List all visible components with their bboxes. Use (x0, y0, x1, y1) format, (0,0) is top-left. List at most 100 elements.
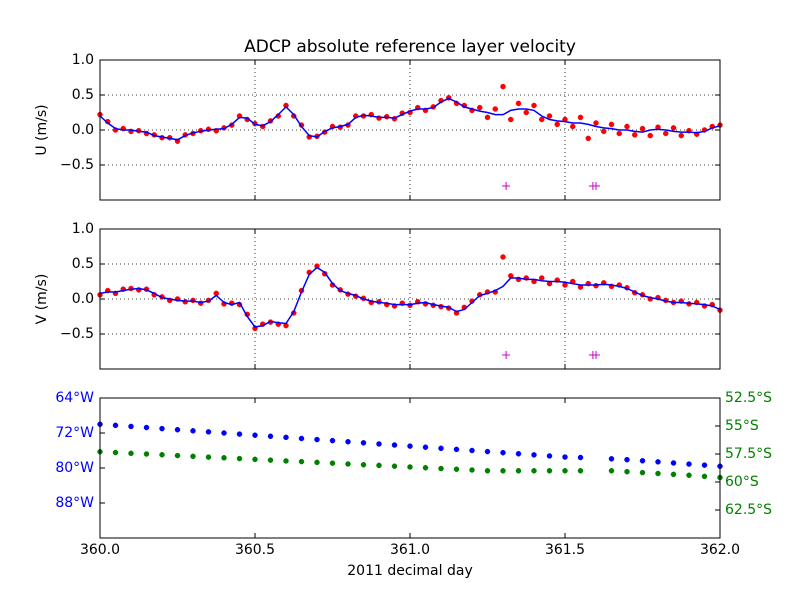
y-tick-label: 0.5 (72, 87, 94, 103)
data-point (422, 465, 429, 471)
data-point (159, 452, 165, 458)
data-point (624, 468, 630, 475)
series-line (99, 97, 721, 141)
data-point (670, 471, 677, 478)
y-tick-label: 88°W (55, 495, 94, 511)
data-point (174, 426, 181, 433)
x-tick-label: 360.5 (235, 542, 275, 558)
data-point (221, 455, 227, 461)
data-point (360, 462, 367, 468)
data-point (639, 458, 646, 464)
y-tick-label: 1.0 (72, 52, 94, 68)
data-point (531, 102, 537, 109)
data-point (500, 449, 506, 456)
data-point (577, 454, 584, 461)
data-point (469, 467, 475, 473)
x-tick-label: 361.0 (390, 542, 430, 558)
y2-tick-label: 57.5°S (725, 446, 772, 462)
data-point (112, 422, 119, 429)
data-point (236, 431, 243, 437)
data-point (376, 462, 382, 469)
y-tick-label: −0.5 (60, 157, 94, 173)
data-point (252, 456, 258, 463)
data-point (608, 468, 615, 474)
y-tick-label: 0.5 (72, 256, 94, 272)
data-point (453, 446, 460, 453)
data-point (686, 461, 692, 467)
data-point (112, 449, 119, 456)
plus-marker (592, 351, 600, 359)
data-point (391, 442, 398, 448)
data-point (639, 125, 646, 132)
data-point (298, 458, 305, 465)
data-point (570, 123, 576, 130)
data-point (477, 104, 483, 111)
data-point (422, 444, 429, 450)
data-point (701, 462, 708, 468)
data-point (283, 434, 289, 441)
data-point (678, 132, 684, 139)
data-point (531, 452, 537, 458)
data-point (283, 458, 289, 464)
data-point (593, 120, 599, 126)
data-point (236, 455, 243, 462)
data-point (174, 452, 181, 459)
data-point (438, 445, 444, 452)
axes-frame (99, 59, 721, 201)
data-point (601, 128, 607, 135)
data-point (205, 429, 212, 435)
data-point (484, 468, 491, 474)
data-point (438, 465, 444, 472)
data-point (314, 263, 320, 269)
data-point (655, 470, 661, 477)
data-point (484, 114, 491, 121)
data-point (143, 451, 150, 457)
data-point (577, 468, 584, 474)
data-point (632, 132, 638, 138)
plus-marker (502, 351, 511, 359)
x-tick-label: 361.5 (545, 542, 585, 558)
data-point (469, 447, 475, 454)
data-point (608, 121, 615, 128)
y2-tick-label: 52.5°S (725, 390, 772, 406)
data-point (624, 123, 630, 130)
data-point (546, 113, 553, 119)
data-point (345, 439, 351, 445)
y-tick-label: −0.5 (60, 326, 94, 342)
data-point (663, 130, 669, 137)
data-point (562, 468, 568, 474)
data-point (515, 468, 522, 474)
data-point (252, 432, 258, 438)
data-point (670, 460, 677, 466)
data-point (376, 441, 382, 447)
data-point (345, 461, 351, 467)
y-tick-label: 64°W (55, 390, 94, 406)
data-point (329, 437, 336, 444)
chart-title: ADCP absolute reference layer velocity (244, 37, 576, 57)
data-point (221, 430, 227, 436)
data-point (554, 121, 560, 128)
y-tick-label: 0.0 (72, 122, 94, 138)
data-point (686, 472, 692, 479)
data-point (267, 433, 274, 440)
data-point (391, 463, 398, 469)
data-point (539, 116, 545, 123)
data-point (329, 460, 336, 466)
data-point (360, 440, 367, 446)
data-point (531, 468, 537, 474)
data-point (190, 428, 196, 434)
data-point (159, 425, 165, 432)
data-point (190, 453, 196, 460)
data-point (546, 468, 553, 474)
data-point (508, 116, 514, 123)
data-point (585, 135, 591, 142)
data-point (608, 456, 615, 462)
plus-marker (592, 182, 600, 190)
data-point (407, 464, 413, 470)
data-point (647, 132, 653, 139)
y-tick-label: 80°W (55, 460, 94, 476)
axes-frame (99, 228, 721, 370)
y2-tick-label: 55°S (725, 418, 759, 434)
x-axis-label: 2011 decimal day (347, 563, 472, 579)
